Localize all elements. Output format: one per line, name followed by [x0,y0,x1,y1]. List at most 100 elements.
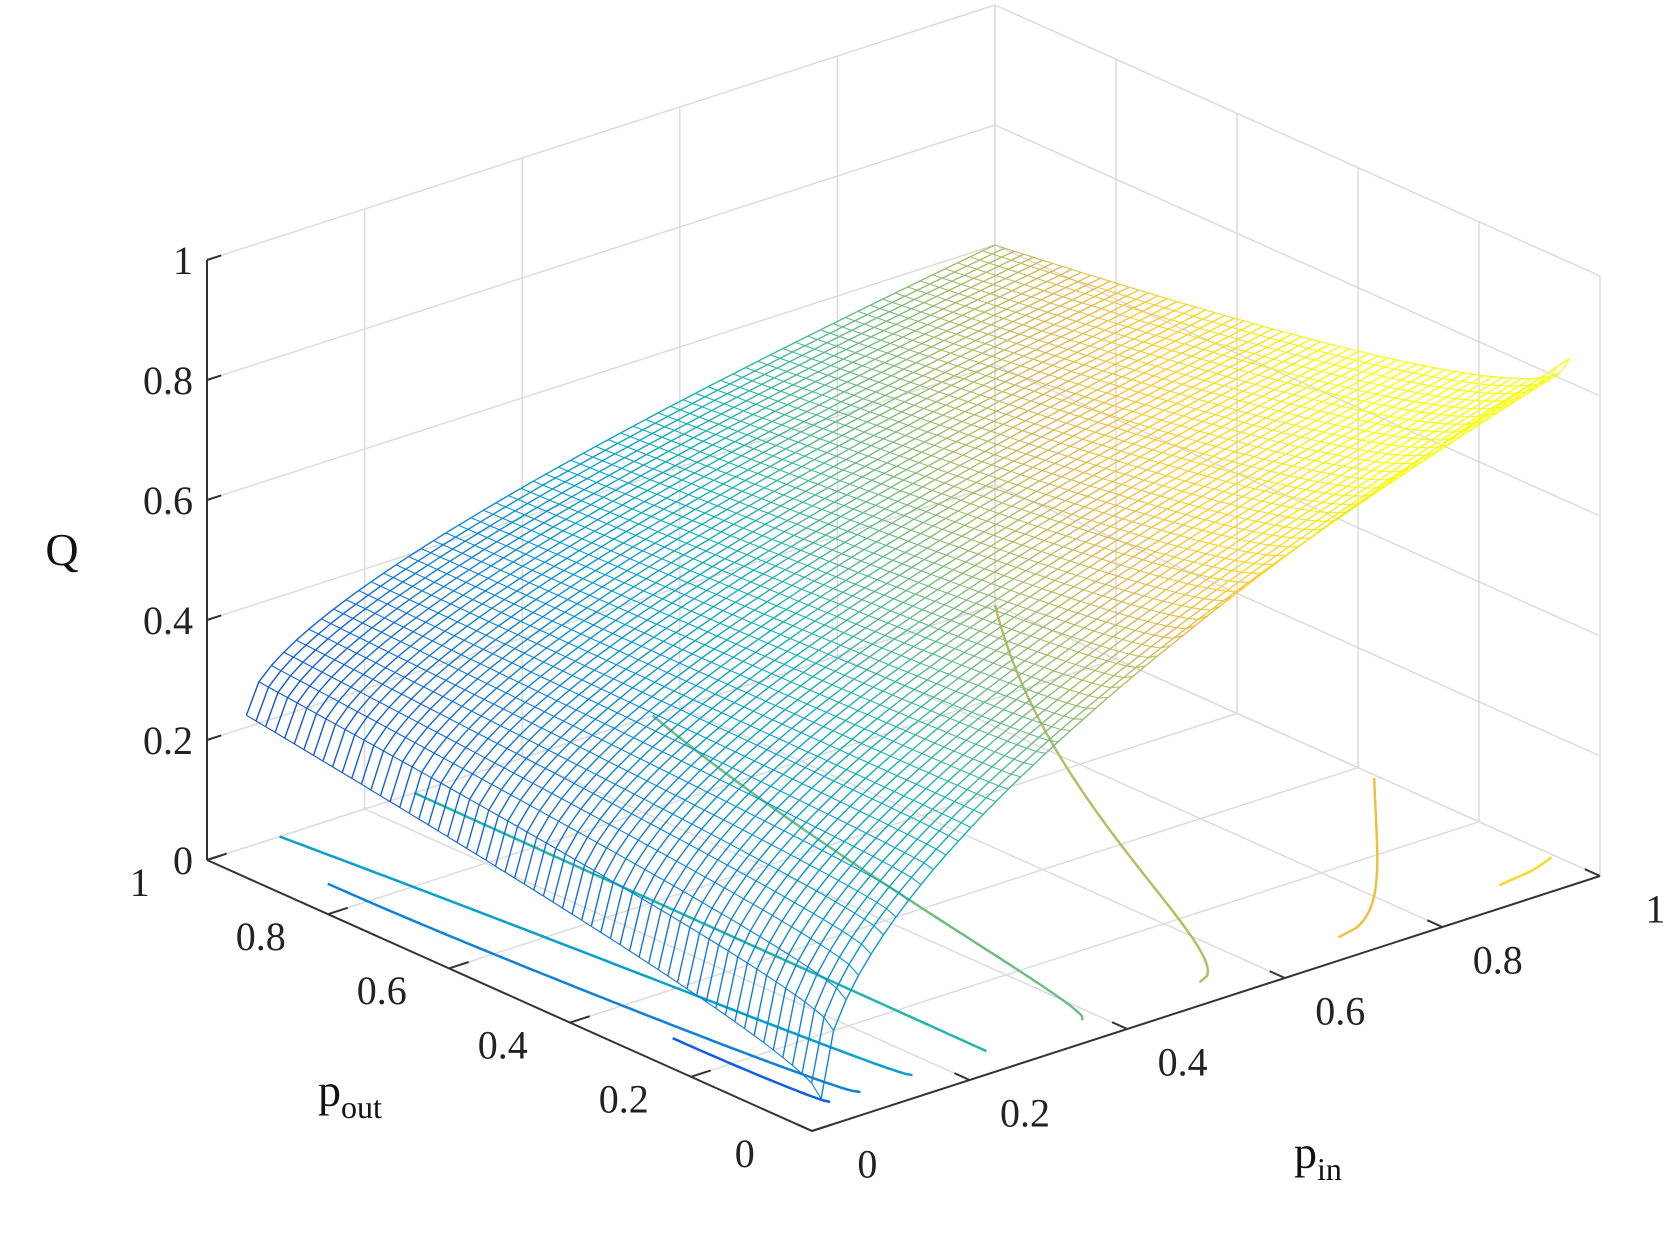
surface-mesh-line [976,509,990,519]
surface-mesh-line [795,604,809,614]
surface-mesh-line [925,628,939,639]
surface-mesh-line [849,806,860,812]
surface-mesh-line [1147,611,1161,622]
surface-mesh-line [833,619,847,630]
surface-mesh-line [559,674,573,687]
surface-mesh-line [756,550,770,560]
surface-mesh-line [820,1030,835,1099]
surface-mesh-line [542,787,553,794]
surface-mesh-line [989,502,1003,511]
surface-mesh-line [954,368,968,377]
surface-mesh-line [1036,374,1050,383]
surface-mesh-line [497,794,512,816]
surface-mesh-line [944,796,955,803]
surface-mesh-line [832,924,843,932]
surface-mesh-line [464,689,475,696]
surface-mesh-line [894,391,908,400]
surface-mesh-line [593,793,604,799]
surface-mesh [245,244,1571,1099]
surface-mesh-line [1010,463,1024,473]
surface-mesh-line [594,669,605,675]
surface-mesh-line [966,591,980,601]
surface-mesh-line [406,603,420,614]
surface-mesh-line [1154,400,1168,409]
surface-mesh-line [829,591,844,602]
surface-mesh-line [1270,360,1284,369]
surface-mesh-line [968,725,979,731]
surface-mesh-line [819,549,833,559]
surface-mesh-line [956,735,967,741]
surface-mesh-line [787,859,801,876]
surface-mesh-line [770,380,785,389]
surface-mesh-line [860,401,874,410]
surface-mesh-line [1254,480,1268,490]
surface-mesh-line [988,733,998,738]
surface-mesh-line [982,801,997,815]
surface-mesh-line [887,613,901,624]
surface-mesh-line [991,574,1005,585]
surface-mesh-line [797,699,808,705]
surface-mesh-line [899,748,913,761]
surface-mesh-line [1171,343,1185,352]
surface-mesh-line [1132,301,1146,309]
surface-mesh-line [727,420,741,429]
surface-mesh-line [836,764,847,771]
surface-mesh-line [1198,392,1212,401]
surface-mesh-line [656,486,670,495]
surface-mesh-line [1235,341,1249,350]
surface-mesh-line [785,600,800,611]
surface-mesh-line [801,580,815,590]
surface-mesh-line [1147,647,1162,659]
surface-mesh-line [705,423,719,432]
surface-mesh-line [555,651,566,658]
surface-mesh-line [686,988,697,996]
surface-mesh-line [440,590,454,601]
surface-mesh-line [960,769,971,775]
surface-mesh-line [786,512,801,522]
surface-mesh-line [1478,407,1492,417]
surface-mesh-line [324,643,338,656]
surface-mesh-line [1018,400,1032,409]
surface-mesh-line [670,399,684,407]
surface-mesh-line [963,793,978,807]
surface-mesh-line [504,826,519,873]
surface-mesh-line [786,650,797,656]
surface-mesh-line [546,647,557,653]
surface-mesh-line [1390,436,1404,446]
surface-mesh-line [725,465,739,474]
surface-mesh-line [790,681,801,687]
surface-mesh-line [502,510,516,519]
surface-mesh-line [989,390,1003,399]
surface-mesh-line [808,361,822,370]
surface-mesh-line [652,735,666,748]
surface-mesh-line [585,714,596,720]
surface-mesh-line [943,735,958,748]
surface-mesh-line [836,483,851,492]
surface-mesh-line [946,584,961,594]
surface-mesh-line [1105,460,1119,470]
surface-mesh-line [697,490,712,500]
surface-mesh-line [676,531,690,540]
surface-mesh-line [826,956,841,981]
surface-mesh-line [768,864,779,871]
surface-mesh-line [1266,340,1280,348]
surface-mesh-line [629,950,640,958]
surface-mesh-line [1027,638,1041,649]
surface-mesh-line [1265,514,1279,524]
surface-mesh-line [725,597,736,603]
surface-mesh-line [1044,419,1058,428]
surface-mesh-line [813,980,828,1010]
surface-mesh-line [1323,424,1337,433]
surface-mesh-line [778,926,793,949]
surface-mesh-line [635,863,646,870]
surface-mesh-line [734,434,748,443]
surface-mesh-line [692,896,703,903]
surface-mesh-line [1010,355,1024,364]
surface-mesh-line [864,579,878,589]
surface-mesh-line [1063,425,1077,434]
surface-mesh-line [776,361,790,369]
surface-mesh-line [364,599,379,610]
surface-mesh-line [513,831,528,879]
surface-mesh-line [570,452,584,461]
surface-mesh-line [663,501,677,510]
